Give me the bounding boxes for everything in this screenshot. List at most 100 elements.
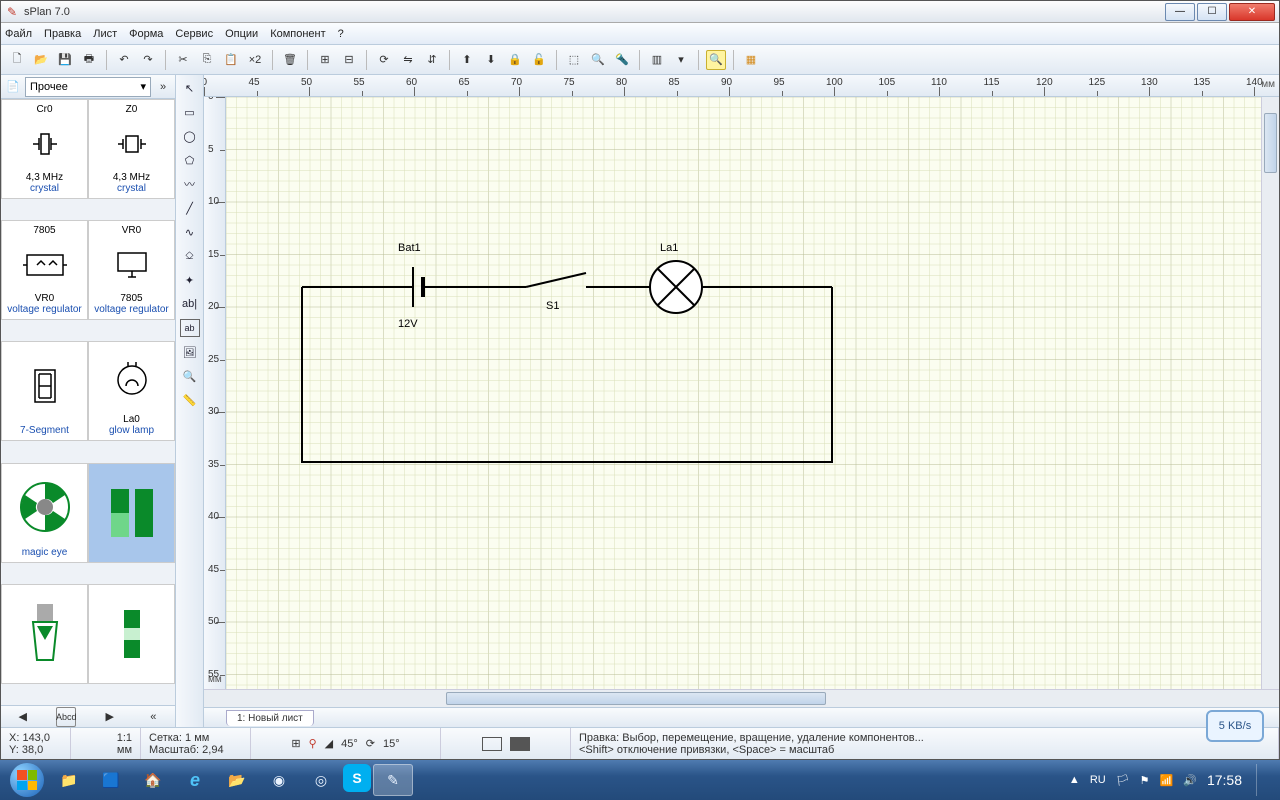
options-button[interactable]: ▾ (671, 50, 691, 70)
tray-network-icon[interactable]: 📶 (1160, 774, 1174, 787)
drawing-canvas[interactable]: Bat112VS1La1 (226, 97, 1261, 689)
mirror-v-button[interactable]: ⇵ (422, 50, 442, 70)
lib-prev-button[interactable]: ◀ (13, 707, 33, 727)
snap-grid-icon[interactable]: ⊞ (291, 737, 300, 750)
zoom-tool[interactable]: 🔍 (180, 367, 200, 385)
paste-button[interactable]: 📋 (221, 50, 241, 70)
search-button[interactable]: 🔍 (588, 50, 608, 70)
main-toolbar: 🗋 📂 💾 🖶 ↶ ↷ ✂ ⎘ 📋 ×2 🗑 ⊞ ⊟ ⟳ ⇋ ⇵ ⬆ ⬇ 🔒 🔓… (1, 45, 1279, 75)
menu-Правка[interactable]: Правка (44, 28, 81, 40)
image-tool[interactable]: 🖼 (180, 343, 200, 361)
sheet-tab[interactable]: 1: Новый лист (226, 710, 314, 726)
menu-Лист[interactable]: Лист (93, 28, 117, 40)
mirror-h-button[interactable]: ⇋ (398, 50, 418, 70)
copy-button[interactable]: ⎘ (197, 50, 217, 70)
angle-refresh-icon[interactable]: ⟳ (366, 737, 375, 750)
component-glow lamp[interactable]: La0glow lamp (88, 341, 175, 441)
label-tool[interactable]: ab (180, 319, 200, 337)
taskbar: 📁🟦🏠e📂◉◎S✎ ▲ RU 🏳 ⚑ 📶 🔊 17:58 (0, 760, 1280, 800)
maximize-button[interactable]: ☐ (1197, 3, 1227, 21)
curve-tool[interactable]: 〰 (180, 175, 200, 193)
menu-Опции[interactable]: Опции (225, 28, 258, 40)
cut-button[interactable]: ✂ (173, 50, 193, 70)
clock[interactable]: 17:58 (1207, 772, 1242, 788)
tray-action-icon[interactable]: ⚑ (1140, 774, 1150, 787)
menu-Компонент[interactable]: Компонент (270, 28, 325, 40)
component-crystal[interactable]: Z04,3 MHzcrystal (88, 99, 175, 199)
unlock-button[interactable]: 🔓 (529, 50, 549, 70)
component-magic eye[interactable]: magic eye (1, 463, 88, 563)
menu-Сервис[interactable]: Сервис (175, 28, 213, 40)
circle-tool[interactable]: ◯ (180, 127, 200, 145)
open-file-button[interactable]: 📂 (31, 50, 51, 70)
print-button[interactable]: 🖶 (79, 50, 99, 70)
pointer-tool[interactable]: ↖ (180, 79, 200, 97)
start-button[interactable] (6, 760, 48, 800)
measure-tool[interactable]: 📏 (180, 391, 200, 409)
close-button[interactable]: ✕ (1229, 3, 1275, 21)
angle-icon[interactable]: ◢ (325, 737, 333, 750)
component-voltage regulator[interactable]: 7805VR0voltage regulator (1, 220, 88, 320)
lock-button[interactable]: 🔒 (505, 50, 525, 70)
scrollbar-vertical[interactable] (1261, 97, 1279, 689)
line-tool[interactable]: ╱ (180, 199, 200, 217)
taskbar-folder[interactable]: 📂 (217, 764, 257, 796)
component-item-7[interactable] (88, 463, 175, 563)
show-desktop-button[interactable] (1256, 764, 1266, 796)
menu-Форма[interactable]: Форма (129, 28, 163, 40)
ungroup-button[interactable]: ⊟ (339, 50, 359, 70)
bezier-tool[interactable]: ∿ (180, 223, 200, 241)
view-button[interactable]: ▦ (741, 50, 761, 70)
taskbar-home[interactable]: 🏠 (133, 764, 173, 796)
taskbar-media[interactable]: 🟦 (91, 764, 131, 796)
lang-indicator[interactable]: RU (1090, 774, 1106, 786)
node-tool[interactable]: ✦ (180, 271, 200, 289)
component-item-9[interactable] (88, 584, 175, 684)
lib-collapse-button[interactable]: « (143, 707, 163, 727)
text-tool[interactable]: ab| (180, 295, 200, 313)
rotate-button[interactable]: ⟳ (374, 50, 394, 70)
front-button[interactable]: ⬆ (457, 50, 477, 70)
lib-next-button[interactable]: ▶ (100, 707, 120, 727)
redo-button[interactable]: ↷ (138, 50, 158, 70)
undo-button[interactable]: ↶ (114, 50, 134, 70)
new-file-button[interactable]: 🗋 (7, 50, 27, 70)
taskbar-splan[interactable]: ✎ (373, 764, 413, 796)
snap-magnet-icon[interactable]: ⚲ (309, 737, 317, 750)
duplicate-button[interactable]: ×2 (245, 50, 265, 70)
minimize-button[interactable]: — (1165, 3, 1195, 21)
menu-Файл[interactable]: Файл (5, 28, 32, 40)
zoom-button[interactable]: 🔍 (706, 50, 726, 70)
group-button[interactable]: ⊞ (315, 50, 335, 70)
tray-flag-icon[interactable]: 🏳 (1116, 774, 1130, 787)
library-category-combo[interactable]: Прочее▾ (25, 77, 151, 97)
tray-arrow-icon[interactable]: ▲ (1069, 774, 1080, 786)
save-button[interactable]: 💾 (55, 50, 75, 70)
fill-none-icon[interactable] (482, 737, 502, 751)
component-crystal[interactable]: Cr04,3 MHzcrystal (1, 99, 88, 199)
component-voltage regulator[interactable]: VR07805voltage regulator (88, 220, 175, 320)
poly-tool[interactable]: ⬠ (180, 151, 200, 169)
back-button[interactable]: ⬇ (481, 50, 501, 70)
network-widget[interactable]: 5 KB/s (1206, 710, 1264, 742)
components-button[interactable]: ▥ (647, 50, 667, 70)
menu-?[interactable]: ? (338, 28, 344, 40)
delete-button[interactable]: 🗑 (280, 50, 300, 70)
library-config-button[interactable]: 📄 (3, 77, 23, 97)
taskbar-explorer[interactable]: 📁 (49, 764, 89, 796)
lib-text-button[interactable]: Abcd (56, 707, 76, 727)
taskbar-chrome[interactable]: ◎ (301, 764, 341, 796)
taskbar-ie[interactable]: e (175, 764, 215, 796)
wire-tool[interactable]: ⎐ (180, 247, 200, 265)
fill-solid-icon[interactable] (510, 737, 530, 751)
library-expand-button[interactable]: » (153, 77, 173, 97)
goto-button[interactable]: 🔦 (612, 50, 632, 70)
component-item-8[interactable] (1, 584, 88, 684)
component-7-Segment[interactable]: 7-Segment (1, 341, 88, 441)
rect-tool[interactable]: ▭ (180, 103, 200, 121)
tray-volume-icon[interactable]: 🔊 (1183, 774, 1197, 787)
taskbar-orbit[interactable]: ◉ (259, 764, 299, 796)
scrollbar-horizontal[interactable] (226, 689, 1261, 707)
select-region-button[interactable]: ⬚ (564, 50, 584, 70)
taskbar-skype[interactable]: S (343, 764, 371, 792)
